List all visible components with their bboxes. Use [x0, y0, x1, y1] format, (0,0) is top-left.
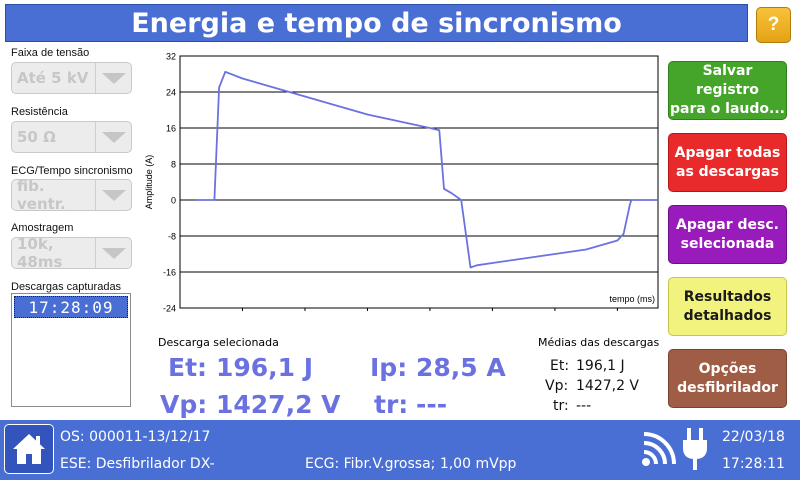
avg-et-value: 196,1 J: [576, 358, 625, 374]
voltage-range-select[interactable]: Até 5 kV: [11, 62, 132, 94]
home-icon: [13, 434, 45, 464]
chevron-down-icon: [95, 180, 131, 210]
resistance-value: 50 Ω: [17, 128, 56, 146]
status-bar: [0, 420, 800, 480]
resistance-select[interactable]: 50 Ω: [11, 121, 132, 153]
ip-label: Ip:: [370, 353, 408, 382]
home-button[interactable]: [4, 424, 54, 474]
voltage-range-value: Até 5 kV: [17, 69, 89, 87]
x-axis-label: tempo (ms): [609, 294, 655, 304]
et-value: 196,1 J: [216, 353, 314, 382]
avg-vp-value: 1427,2 V: [576, 378, 640, 394]
ip-value: 28,5 A: [416, 353, 506, 382]
resistance-label: Resistência: [11, 106, 68, 118]
tr-value: ---: [416, 390, 448, 419]
detailed-results-button[interactable]: Resultados detalhados: [668, 277, 787, 336]
voltage-range-label: Faixa de tensão: [11, 47, 90, 59]
y-tick-label: -8: [168, 232, 176, 242]
save-record-button[interactable]: Salvar registro para o laudo...: [668, 61, 787, 120]
power-plug-icon: [683, 428, 707, 470]
ecg-sync-value: fib. ventr.: [17, 177, 66, 213]
ecg-sync-label: ECG/Tempo sincronismo: [11, 165, 133, 177]
vp-value: 1427,2 V: [216, 390, 341, 419]
chevron-down-icon: [95, 122, 131, 152]
avg-tr-value: ---: [576, 398, 592, 414]
plot-frame: [179, 55, 659, 309]
y-tick-label: 8: [171, 160, 176, 170]
selected-discharge-label: Descarga selecionada: [158, 336, 279, 349]
sampling-select[interactable]: 10k, 48ms: [11, 235, 132, 271]
wifi-icon: [642, 432, 676, 466]
y-tick-label: 16: [166, 124, 176, 134]
y-tick-label: 32: [166, 52, 176, 62]
vp-label: Vp:: [160, 390, 208, 419]
avg-et-label: Et:: [550, 358, 570, 374]
sampling-label: Amostragem: [11, 222, 74, 234]
ecg-sync-select[interactable]: fib. ventr.: [11, 177, 132, 213]
time-text: 17:28:11: [722, 456, 785, 472]
chevron-down-icon: [95, 238, 131, 268]
y-tick-label: 0: [171, 196, 176, 206]
tr-label: tr:: [374, 390, 409, 419]
captured-discharges-label: Descargas capturadas: [11, 281, 122, 293]
ecg-text: ECG: Fibr.V.grossa; 1,00 mVpp: [305, 456, 517, 472]
averages-label: Médias das descargas: [538, 336, 660, 349]
os-text: OS: 000011-13/12/17: [60, 429, 211, 445]
page-title: Energia e tempo de sincronismo: [5, 4, 748, 42]
help-button[interactable]: ?: [756, 7, 791, 43]
defib-options-button[interactable]: Opções desfibrilador: [668, 349, 787, 408]
y-tick-label: -16: [163, 268, 176, 278]
delete-all-button[interactable]: Apagar todas as descargas: [668, 133, 787, 192]
delete-selected-button[interactable]: Apagar desc. selecionada: [668, 205, 787, 264]
list-item[interactable]: 17:28:09: [14, 296, 128, 318]
date-text: 22/03/18: [722, 429, 785, 445]
y-tick-label: 24: [166, 88, 176, 98]
et-label: Et:: [168, 353, 208, 382]
avg-vp-label: Vp:: [545, 378, 569, 394]
waveform-series-line: [195, 70, 658, 269]
ese-text: ESE: Desfibrilador DX-: [60, 456, 215, 472]
y-axis-label: Amplitude (A): [144, 155, 154, 210]
avg-tr-label: tr:: [553, 398, 569, 414]
y-tick-label: -24: [163, 304, 176, 314]
sampling-value: 10k, 48ms: [17, 235, 63, 271]
chevron-down-icon: [95, 63, 131, 93]
captured-discharges-list[interactable]: 17:28:09: [11, 293, 131, 407]
